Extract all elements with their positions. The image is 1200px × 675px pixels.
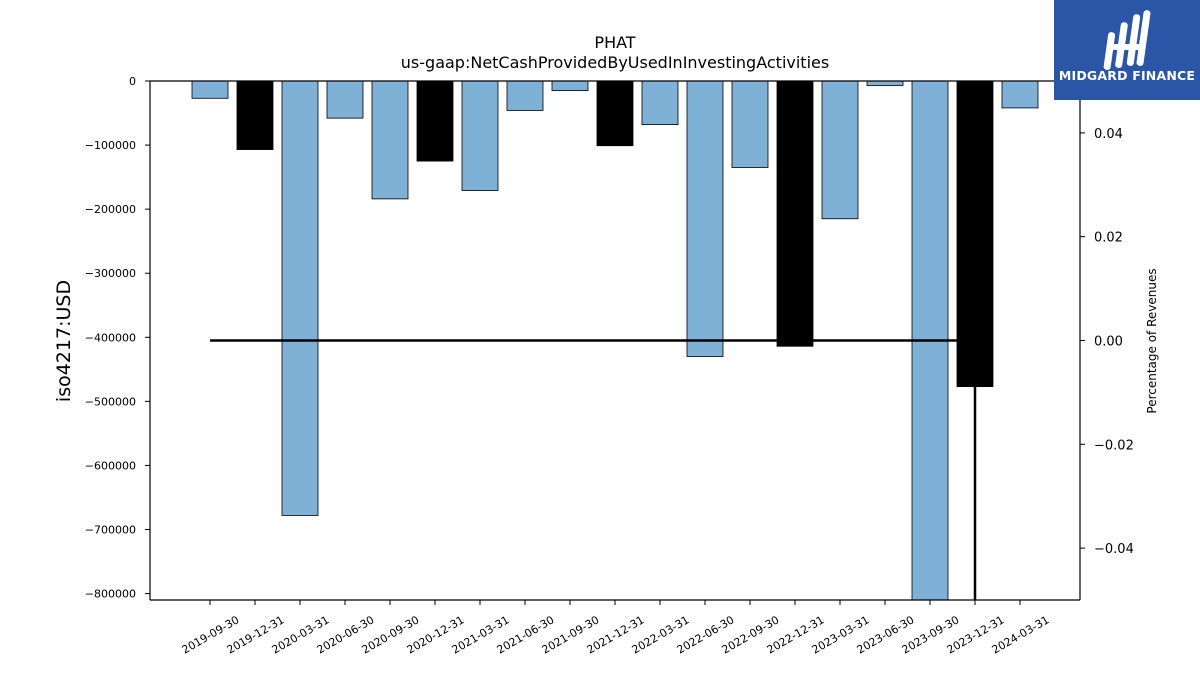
- bar-2020-12-31: [416, 80, 454, 162]
- y-tick-label: −400000: [85, 331, 136, 344]
- bar-2019-09-30: [191, 80, 229, 99]
- y2-axis-label: Percentage of Revenues: [1145, 268, 1159, 413]
- y-tick-label: −600000: [85, 459, 136, 472]
- bar-2023-06-30: [866, 80, 904, 86]
- bar-2020-09-30: [371, 80, 409, 200]
- bar-2023-12-31: [956, 80, 994, 388]
- bar-2023-03-31: [821, 80, 859, 220]
- bar-2021-09-30: [551, 80, 589, 92]
- pct-line-group: [210, 339, 977, 600]
- bar-2021-12-31: [596, 80, 634, 147]
- bar-2022-12-31: [776, 80, 814, 347]
- bar-2019-12-31: [236, 80, 274, 150]
- bar-2021-03-31: [461, 80, 499, 191]
- bar-2022-06-30: [686, 80, 724, 357]
- y2-tick-label: 0.04: [1094, 127, 1123, 142]
- y-axis-label: iso4217:USD: [53, 280, 75, 402]
- y2-tick-label: 0.02: [1094, 231, 1123, 246]
- y-tick-label: −700000: [85, 524, 136, 537]
- y2-tick-label: −0.04: [1094, 542, 1134, 557]
- chart-title: PHAT: [594, 33, 635, 52]
- percentage-of-revenues-line: [210, 339, 977, 600]
- bar-2024-03-31: [1001, 80, 1039, 109]
- logo-mark-icon: [1103, 10, 1151, 70]
- bar-2022-03-31: [641, 80, 679, 125]
- y2-tick-label: 0.00: [1094, 335, 1123, 350]
- y-tick-label: −200000: [85, 203, 136, 216]
- chart-subtitle: us-gaap:NetCashProvidedByUsedInInvesting…: [401, 53, 829, 72]
- y2-tick-label: −0.02: [1094, 438, 1134, 453]
- y-tick-label: 0: [129, 75, 136, 88]
- bar-2021-06-30: [506, 80, 544, 111]
- bar-2022-09-30: [731, 80, 769, 168]
- bar-2020-06-30: [326, 80, 364, 119]
- y-tick-label: −800000: [85, 588, 136, 601]
- logo-text: MIDGARD FINANCE: [1058, 68, 1196, 83]
- midgard-finance-logo: MIDGARD FINANCE: [1054, 0, 1200, 100]
- y-tick-label: −300000: [85, 267, 136, 280]
- y-tick-label: −500000: [85, 395, 136, 408]
- bar-2020-03-31: [281, 80, 319, 516]
- y-tick-label: −100000: [85, 139, 136, 152]
